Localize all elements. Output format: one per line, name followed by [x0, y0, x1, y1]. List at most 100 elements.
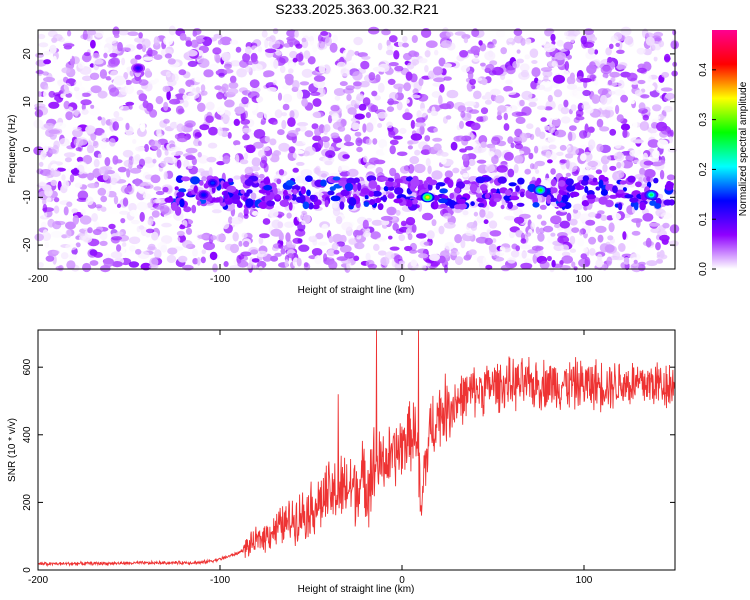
spectrogram-cell [236, 68, 248, 78]
spectrogram-cell [387, 78, 396, 85]
spectrogram-cell [503, 112, 508, 121]
spectrogram-cell [182, 264, 194, 271]
spectrogram-cell [560, 106, 570, 115]
spectrogram-cell [315, 232, 324, 240]
spectrogram-cell [605, 183, 611, 192]
spectrogram-cell [63, 45, 73, 50]
spectrogram-peak [538, 188, 543, 192]
spectrogram-cell [125, 84, 135, 95]
spectrogram-cell [556, 39, 564, 47]
spectrogram-cell [514, 34, 524, 44]
spectrogram-cell [360, 60, 370, 70]
spectrogram-cell [530, 222, 536, 230]
spectrogram-cell [407, 164, 415, 174]
spectrogram-cell [215, 197, 221, 203]
spectrogram-cell [406, 199, 413, 208]
spectrogram-cell [507, 37, 514, 43]
spectrogram-cell [622, 231, 627, 240]
spectrogram-cell [588, 236, 597, 245]
snr-line [37, 329, 676, 568]
spectrogram-cell [314, 255, 322, 265]
spectrogram-cell [454, 31, 466, 36]
spectrogram-cell [601, 263, 608, 271]
spectrogram-cell [551, 112, 560, 120]
spectrogram-cell [83, 51, 91, 57]
spectrogram-cell [526, 123, 534, 130]
spectrogram-cell [282, 103, 290, 111]
spectrogram-cell [178, 69, 187, 76]
spectrogram-cell [567, 162, 578, 173]
spectrogram-cell [407, 139, 419, 145]
spectrogram-cell [602, 108, 615, 118]
colorbar-ticks: 0.0 0.1 0.2 0.3 0.4 [698, 62, 716, 276]
spectrogram-cell [433, 200, 439, 210]
spectrogram-cell [100, 206, 107, 212]
spectrogram-cell [532, 202, 540, 208]
spectrogram-cell [301, 98, 308, 107]
spectrogram-cell [301, 135, 309, 145]
spectrogram-cell [550, 215, 562, 225]
spectrogram-cell [178, 88, 186, 94]
spectrogram-cell [167, 58, 176, 65]
spectrogram-cell [241, 127, 252, 133]
spectrogram-cell [251, 157, 261, 167]
spectrogram-cell [277, 92, 283, 101]
spectrogram-peak [425, 195, 430, 199]
spectrogram-cell [489, 145, 496, 154]
spectrogram-cell [454, 256, 464, 266]
spectrogram-cell [42, 198, 47, 205]
spectrogram-cell [345, 85, 355, 91]
spectrogram-cell [491, 66, 504, 76]
spectrogram-cell [304, 130, 314, 138]
spectrogram-cell [179, 198, 185, 208]
spectrogram-cell [564, 61, 570, 71]
spectrogram-cell [184, 120, 196, 128]
spectrogram-cell [623, 257, 630, 265]
spectrogram-cell [306, 33, 317, 38]
spectrogram-cell [295, 127, 301, 132]
spectrogram-cell [247, 91, 260, 99]
spectrogram-cell [644, 32, 654, 38]
spectrogram-cell [34, 103, 46, 109]
spectrogram-cell [547, 124, 556, 134]
spectrogram-cell [524, 54, 531, 60]
spectrogram-cell [42, 71, 49, 76]
spectrogram-cell [639, 121, 650, 131]
spectrogram-cell [288, 202, 293, 211]
spectrogram-cell [170, 201, 178, 211]
spectrogram-cell [508, 230, 515, 239]
spectrogram-cell [135, 248, 142, 255]
spectrogram-cell [187, 60, 198, 67]
spectrogram-cell [537, 232, 545, 242]
spectrogram-cell [664, 56, 671, 62]
spectrogram-cell [150, 174, 161, 184]
spectrogram-cell [185, 40, 193, 47]
spectrogram-cell [66, 260, 76, 270]
spectrogram-cell [245, 65, 252, 73]
spectrogram-cell [440, 40, 453, 48]
spectrogram-cell [367, 263, 378, 269]
spectrogram-cell [222, 155, 231, 165]
spectrogram-cell [531, 245, 544, 251]
spectrogram-cell [424, 50, 431, 58]
spectrogram-cell [93, 251, 103, 258]
spectrogram-cell [43, 51, 52, 56]
spectrogram-cell [666, 130, 673, 138]
spectrogram-cell [187, 164, 193, 170]
spectrogram-cell [396, 101, 403, 111]
spectrogram-cell [70, 109, 81, 116]
spectrogram-cell [89, 260, 99, 266]
spectrogram-cell [287, 130, 299, 137]
spectrogram-cell [633, 201, 639, 211]
spectrogram-cell [264, 38, 269, 49]
spectrogram-cell [229, 75, 237, 84]
spectrogram-cell [468, 249, 477, 256]
spectrogram-cell [219, 36, 232, 46]
spectrogram-cell [336, 256, 348, 261]
spectrogram-cell [332, 34, 338, 43]
spectrogram-cell [341, 221, 353, 231]
spectrogram-cell [197, 102, 206, 113]
spectrogram-cell [543, 225, 554, 233]
spectrogram-cell [99, 69, 107, 79]
